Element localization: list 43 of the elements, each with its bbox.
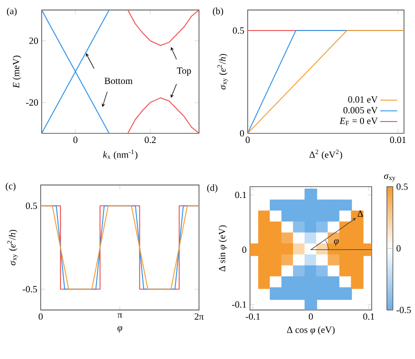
y-tick-label: 0.1 bbox=[235, 192, 246, 198]
color-bar-label: 0.5 bbox=[396, 183, 408, 190]
x-tick-label: 0.1 bbox=[363, 313, 374, 320]
text: (b) bbox=[212, 8, 224, 16]
color-bar-label: -0.5 bbox=[396, 306, 411, 314]
x-tick-label: 0.2 bbox=[144, 136, 156, 144]
x-tick-label: 0.01 bbox=[390, 136, 406, 144]
annotation: Top bbox=[176, 68, 191, 76]
y-tick-label: 0 bbox=[242, 246, 246, 253]
color-bar-title: σ$_{xy}$ bbox=[384, 174, 396, 182]
x-axis-title: Δ$^{2}$ (eV$^{2}$) bbox=[310, 150, 342, 160]
annotation: φ bbox=[334, 239, 339, 246]
text: (a) bbox=[6, 8, 17, 16]
legend-label: 0.01 eV bbox=[348, 96, 378, 103]
x-tick-label: 2π bbox=[194, 313, 204, 320]
x-axis-title: k$_{x}$ (nm$^{-1}$) bbox=[103, 150, 138, 160]
text: (c) bbox=[6, 182, 16, 192]
y-axis-title: σ$_{xy}$ (e$^{2}$/h) bbox=[7, 230, 18, 266]
line-series bbox=[127, 97, 199, 134]
y-tick-label: 0.5 bbox=[232, 27, 244, 34]
y-tick-label: 0 bbox=[240, 130, 244, 136]
y-tick-label: 20 bbox=[29, 38, 38, 44]
x-axis-title: φ bbox=[118, 326, 122, 333]
x-tick-label: -0.1 bbox=[246, 313, 260, 320]
x-tick-label: 0 bbox=[73, 136, 78, 144]
text: (d) bbox=[207, 184, 218, 193]
annotation: Δ bbox=[358, 210, 363, 217]
legend-label: E$_{F}$ = 0 eV bbox=[340, 118, 378, 126]
y-tick-label: -0.5 bbox=[22, 286, 37, 292]
y-tick-label: -20 bbox=[26, 99, 38, 106]
x-axis-title: Δ cos φ (eV) bbox=[287, 326, 335, 335]
y-axis-title: Δ sin φ (eV) bbox=[218, 225, 228, 272]
line-series bbox=[127, 10, 199, 46]
x-tick-label: 0 bbox=[38, 313, 43, 320]
annotation: Bottom bbox=[104, 78, 133, 84]
x-tick-label: π bbox=[118, 313, 122, 318]
y-tick-label: 0.5 bbox=[26, 202, 37, 210]
color-bar-label: 0 bbox=[396, 245, 401, 252]
legend-label: 0.005 eV bbox=[343, 107, 378, 114]
y-axis-title: σ$_{xy}$ (e$^{2}$/h) bbox=[217, 54, 228, 90]
y-tick-label: -0.1 bbox=[232, 301, 246, 308]
x-tick-label: 0 bbox=[308, 313, 313, 320]
y-axis-title: E (meV) bbox=[12, 56, 22, 88]
